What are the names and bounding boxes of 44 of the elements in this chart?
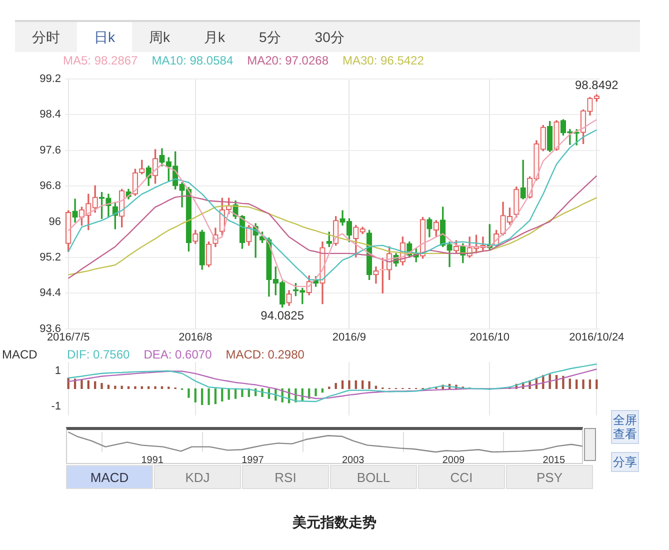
y-tick-label: 99.2 <box>40 73 61 86</box>
y-tick-label: 95.2 <box>40 251 61 264</box>
text: 30分 <box>314 28 346 47</box>
y-tick-label: -1 <box>51 400 61 413</box>
text: MACD: 0.2980 <box>226 347 305 362</box>
text: CCI <box>418 465 505 489</box>
y-tick-label: 96.8 <box>40 180 61 192</box>
text: MA30: 96.5422 <box>342 53 424 68</box>
annotation: 98.8492 <box>574 78 619 92</box>
x-tick-label: 2009 <box>442 454 466 466</box>
series-label: DIF: 0.7560 <box>67 347 130 362</box>
x-tick-label: 2015 <box>542 454 566 466</box>
text: MA5: 98.2867 <box>63 53 138 68</box>
text: BOLL <box>330 465 417 489</box>
text: 全屏查看 <box>611 410 639 444</box>
x-tick-label: 2016/9 <box>332 331 366 344</box>
y-tick-label: 96 <box>48 216 61 228</box>
text: 日k <box>77 22 132 52</box>
text: PSY <box>506 465 593 489</box>
chart-title: MACD <box>2 347 38 362</box>
text: 分时 <box>31 28 61 47</box>
text: 分享 <box>611 452 639 472</box>
text: 5分 <box>258 28 282 47</box>
text: MACD <box>66 465 153 489</box>
x-tick-label: 2016/10/24 <box>569 331 624 344</box>
y-tick-label: 1 <box>54 364 61 377</box>
annotation: 94.0825 <box>260 308 304 323</box>
y-tick-label: 94.4 <box>40 287 61 300</box>
x-tick-label: 1991 <box>141 454 164 466</box>
x-tick-label: 2016/8 <box>178 331 212 344</box>
text: 月k <box>203 28 226 47</box>
x-tick-label: 2003 <box>342 454 365 466</box>
x-tick-label: 2016/7/5 <box>46 331 90 344</box>
series-label: DEA: 0.6070 <box>144 347 212 362</box>
text: 美元指数走势 <box>291 514 378 532</box>
x-tick-label: 1997 <box>242 454 264 466</box>
text: RSI <box>242 465 329 489</box>
y-tick-label: 98.4 <box>40 108 61 121</box>
text: MA20: 97.0268 <box>247 53 329 68</box>
text: MA10: 98.0584 <box>152 53 234 68</box>
text: KDJ <box>154 465 241 489</box>
y-tick-label: 97.6 <box>40 144 61 156</box>
text: 周k <box>148 28 171 47</box>
x-tick-label: 2016/10 <box>470 331 510 344</box>
